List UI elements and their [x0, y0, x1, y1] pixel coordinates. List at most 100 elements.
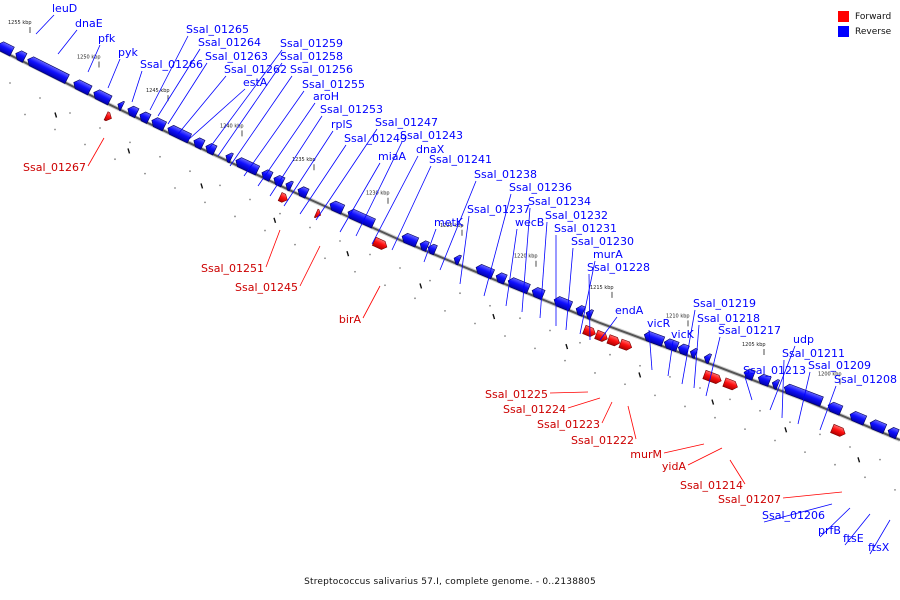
reverse-gene-block-body [15, 50, 28, 63]
gene-label-ssal-01249: Ssal_01249 [344, 132, 407, 145]
leader-ssal-01265 [149, 35, 189, 111]
gene-label-ssal-01232: Ssal_01232 [545, 209, 608, 222]
gene-label-murm: murM [630, 448, 662, 461]
reverse-gene-block [205, 143, 218, 156]
forward-gene-block-body [618, 338, 633, 351]
leader-ssal-01256 [229, 75, 293, 167]
leader-ssal-01237 [459, 215, 470, 285]
position-dot [354, 270, 356, 273]
reverse-gene-block [27, 56, 70, 85]
position-dot [684, 405, 686, 408]
position-dot [519, 317, 521, 320]
reverse-gene-block [235, 157, 261, 176]
reverse-gene-block-body [783, 383, 824, 407]
position-dot [639, 364, 641, 367]
reverse-gene-block [15, 50, 28, 63]
leader-ftse [844, 513, 871, 546]
leader-ssal-01243 [355, 141, 403, 237]
reverse-gene-block-body [27, 56, 70, 85]
gene-label-pfk: pfk [98, 32, 116, 45]
leader-ssal-01253 [269, 115, 323, 197]
label-leader-lines [35, 14, 891, 555]
reverse-gene-block-body [261, 169, 274, 182]
leader-ssal-01266 [131, 70, 143, 103]
position-tick [273, 217, 277, 223]
reverse-gene-block-body [575, 305, 586, 317]
legend-forward: Forward [838, 9, 891, 24]
position-dot [774, 439, 776, 442]
kbp-label: 1225 kbp [440, 223, 464, 229]
reverse-gene-block [887, 427, 900, 440]
leader-ssal-01228 [588, 273, 591, 341]
gene-label-enda: endA [615, 304, 644, 317]
gene-label-rpls: rplS [331, 118, 353, 131]
position-tick [784, 427, 788, 433]
reverse-gene-block [869, 419, 888, 435]
gene-label-ssal-01262: Ssal_01262 [224, 63, 287, 76]
reverse-gene-block [225, 152, 234, 164]
gene-label-ssal-01223: Ssal_01223 [537, 418, 600, 431]
position-dot [864, 476, 866, 479]
position-tick [127, 148, 131, 154]
position-dot [459, 292, 461, 295]
leader-leud [35, 14, 55, 35]
gene-label-ssal-01208: Ssal_01208 [834, 373, 897, 386]
position-dot [714, 416, 716, 419]
position-dot [294, 243, 296, 246]
legend: Forward Reverse [838, 9, 891, 39]
position-dot [744, 428, 746, 430]
position-dot [54, 128, 56, 131]
gene-label-dnax: dnaX [416, 143, 445, 156]
leader-ssal-01267 [87, 137, 105, 167]
leader-vicr [648, 329, 653, 371]
position-dot [174, 187, 176, 189]
position-dot [804, 451, 806, 453]
leader-metk [423, 228, 437, 263]
reverse-gene-block-body [193, 137, 206, 150]
kbp-label: 1250 kbp [77, 55, 101, 61]
position-dot [24, 113, 26, 116]
reverse-gene-block [743, 368, 756, 381]
position-dot [669, 376, 671, 378]
gene-label-ssal-01247: Ssal_01247 [375, 116, 438, 129]
reverse-gene-block-body [453, 254, 462, 266]
legend-reverse-label: Reverse [855, 26, 892, 37]
gene-label-leud: leuD [52, 2, 77, 15]
gene-label-ssal-01209: Ssal_01209 [808, 359, 871, 372]
position-dot [99, 127, 101, 129]
reverse-gene-block-body [329, 200, 346, 215]
gene-labels: leuDdnaEpfkpykSsal_01266Ssal_01265Ssal_0… [23, 2, 897, 554]
reverse-gene-block [419, 240, 430, 252]
position-dot [414, 297, 416, 300]
reverse-gene-block [495, 272, 508, 285]
legend-forward-swatch [838, 11, 849, 22]
leader-esta [187, 88, 246, 141]
kbp-label: 1245 kbp [146, 88, 170, 94]
position-tick [711, 399, 715, 405]
gene-label-ssal-01211: Ssal_01211 [782, 347, 845, 360]
legend-forward-label: Forward [855, 11, 892, 22]
gene-label-ssal-01265: Ssal_01265 [186, 23, 249, 36]
position-dot [819, 433, 821, 436]
leader-ssal-01264 [157, 48, 201, 117]
reverse-gene-block [73, 79, 93, 96]
reverse-gene-block [347, 208, 376, 229]
reverse-gene-block-body [117, 100, 125, 112]
leader-ssal-01224 [567, 397, 601, 409]
legend-reverse-swatch [838, 26, 849, 37]
gene-label-ssal-01213: Ssal_01213 [743, 364, 806, 377]
gene-label-esta: estA [243, 76, 268, 89]
forward-gene-block-body [313, 208, 322, 219]
leader-ssal-01222 [627, 405, 637, 440]
leader-ssal-01249 [299, 144, 347, 215]
leader-udp [769, 345, 796, 411]
gene-label-ssal-01267: Ssal_01267 [23, 161, 86, 174]
gene-label-prfb: prfB [818, 524, 841, 537]
reverse-gene-block [401, 232, 420, 248]
leader-ftsx [869, 519, 891, 555]
gene-label-ssal-01258: Ssal_01258 [280, 50, 343, 63]
gene-label-ssal-01255: Ssal_01255 [302, 78, 365, 91]
position-dot [834, 463, 836, 466]
reverse-gene-block-body [347, 208, 376, 229]
gene-label-ssal-01241: Ssal_01241 [429, 153, 492, 166]
